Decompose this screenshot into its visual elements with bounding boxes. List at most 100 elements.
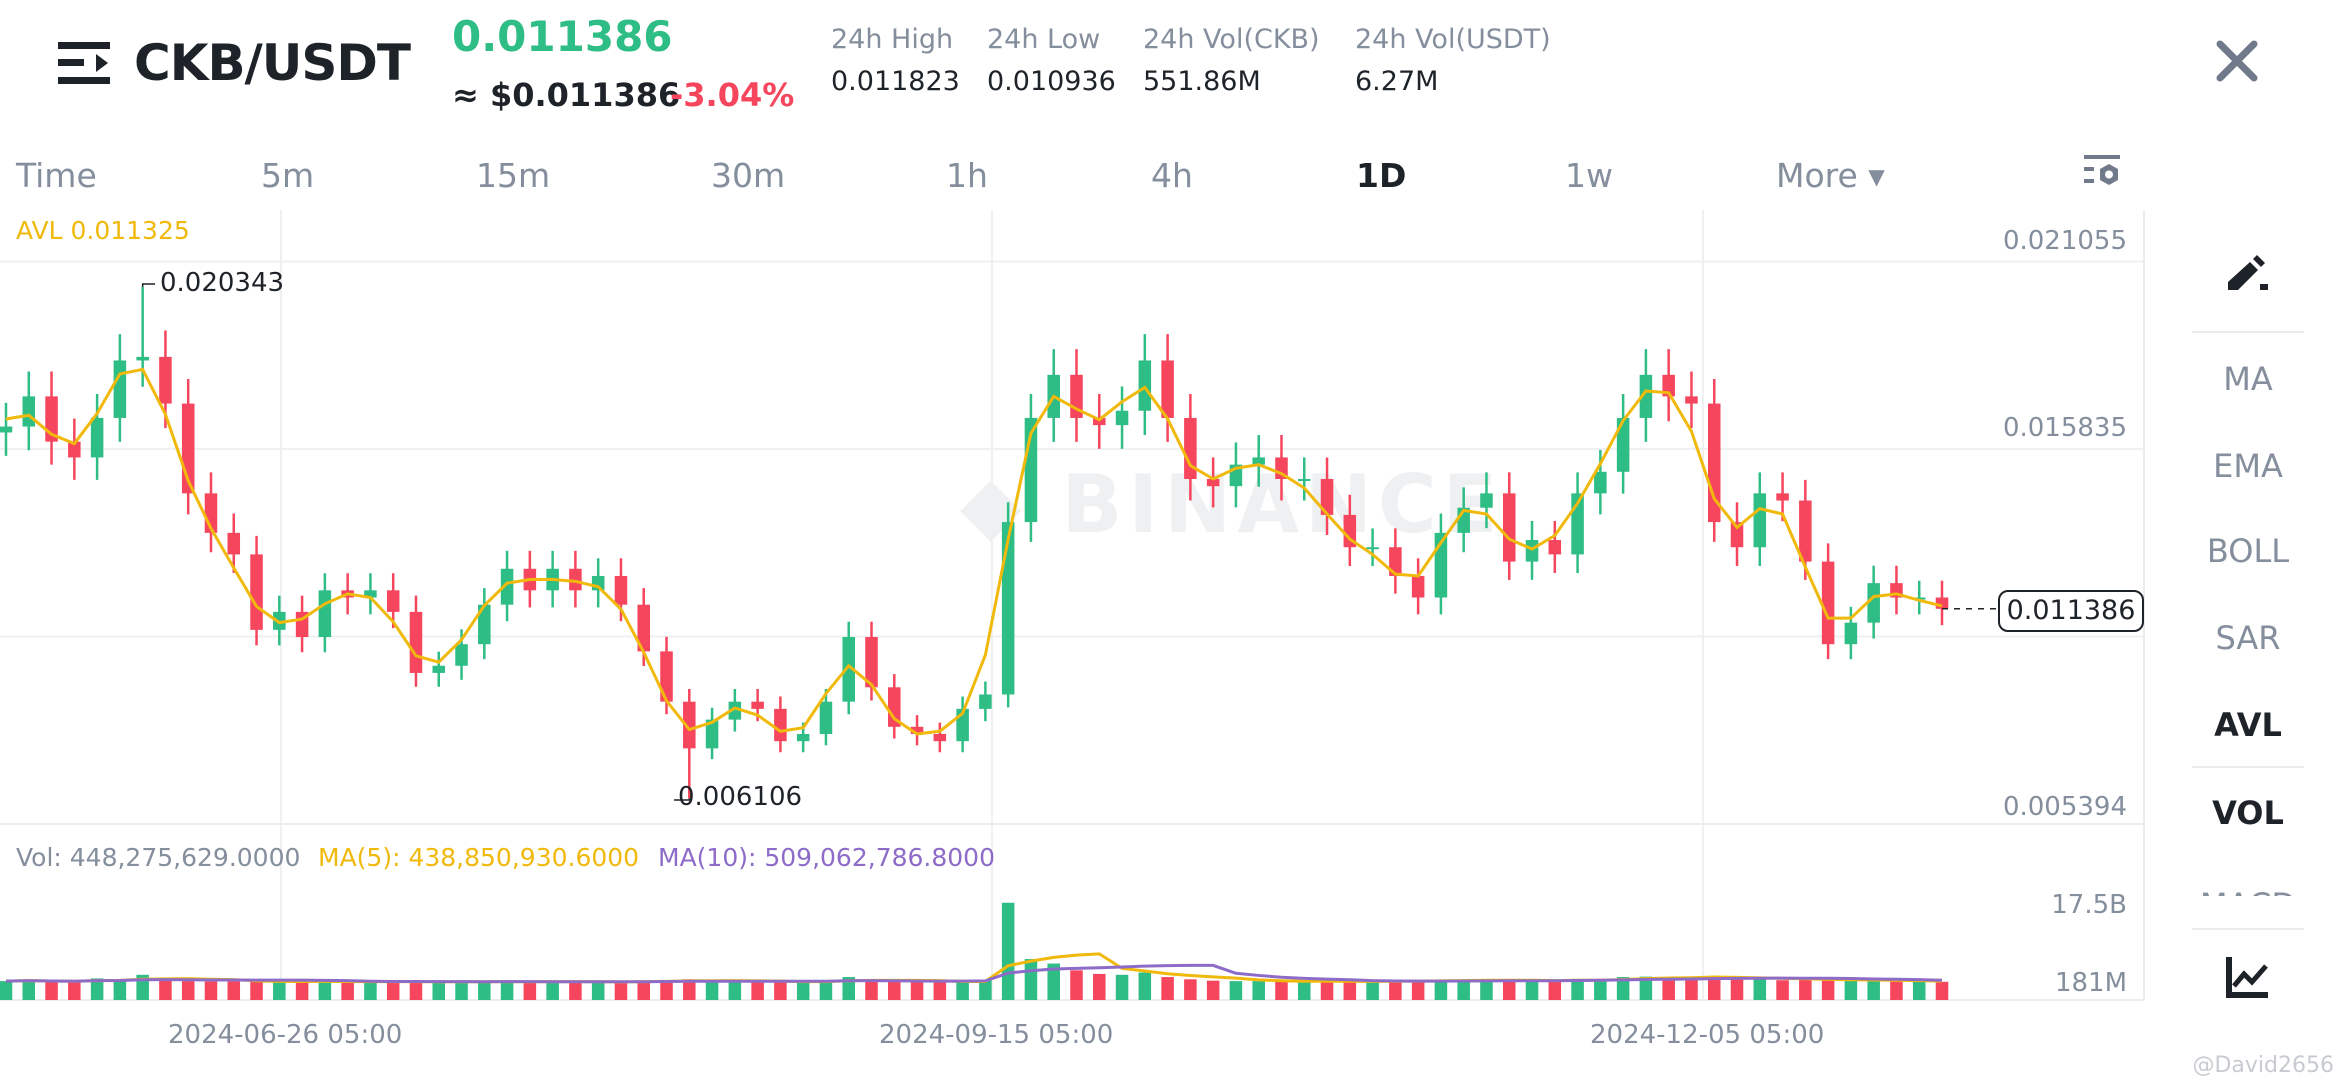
max-annotation-line <box>141 283 155 288</box>
candle-body <box>705 719 719 749</box>
close-icon[interactable] <box>2212 36 2262 86</box>
volume-bar <box>1275 981 1288 1000</box>
sidebar-item-avl[interactable]: AVL <box>2214 706 2282 744</box>
volume-bar <box>1366 981 1379 1000</box>
candle-body <box>1594 471 1607 494</box>
candle-body <box>318 590 332 638</box>
stat-label-high: 24h High <box>831 24 954 55</box>
volume-ma5-line <box>5 952 1943 984</box>
candle-body <box>1297 478 1311 481</box>
sidebar-item-ema[interactable]: EMA <box>2213 447 2283 485</box>
candle-body <box>1776 493 1789 501</box>
stat-label-vol-usdt: 24h Vol(USDT) <box>1355 24 1551 55</box>
volume-bar <box>683 979 696 1000</box>
sidebar-item-sar[interactable]: SAR <box>2215 619 2281 657</box>
sidebar-item-macd-clipped[interactable]: MACD <box>2192 886 2304 896</box>
volume-bar <box>1184 979 1197 1000</box>
candle-body <box>1115 410 1129 426</box>
volume-bar <box>1685 977 1698 1000</box>
candle-body <box>386 590 400 612</box>
y-tick-label: 0.005394 <box>2002 792 2127 822</box>
candle-body <box>1389 547 1402 576</box>
volume-bar <box>1320 981 1334 1000</box>
candle-body <box>888 687 901 727</box>
candle-body <box>227 532 241 555</box>
candle-body <box>1730 522 1744 548</box>
candle-body <box>1320 478 1334 515</box>
indicator-chart-icon[interactable] <box>2226 954 2270 998</box>
candle-body <box>68 441 81 458</box>
volume-bar <box>910 982 924 1000</box>
candle-body <box>728 701 742 720</box>
sidebar-item-macd[interactable]: MACD <box>2192 886 2304 896</box>
tab-4h[interactable]: 4h <box>1151 156 1193 195</box>
chart-settings-icon[interactable] <box>2082 152 2122 192</box>
usd-price: ≈ $0.011386 <box>452 76 681 114</box>
sidebar-item-boll[interactable]: BOLL <box>2206 532 2290 570</box>
volume-bar <box>1252 981 1265 1000</box>
candle-body <box>1502 493 1516 562</box>
stat-label-vol-ckb: 24h Vol(CKB) <box>1143 24 1320 55</box>
volume-bar <box>364 981 377 1000</box>
tab-5m[interactable]: 5m <box>261 156 315 195</box>
volume-bar <box>1639 976 1653 1000</box>
y-tick-label: 0.021055 <box>2002 226 2127 256</box>
tab-time[interactable]: Time <box>16 156 97 195</box>
volume-bar <box>0 981 13 1000</box>
candle-body <box>865 637 878 688</box>
candle-body <box>1093 417 1106 426</box>
volume-bar <box>637 981 651 1000</box>
candlestick-chart[interactable] <box>0 210 2145 1020</box>
volume-bar <box>1890 981 1903 1000</box>
tab-1h[interactable]: 1h <box>946 156 988 195</box>
draw-tool-icon[interactable] <box>2226 250 2270 294</box>
tab-1w[interactable]: 1w <box>1565 156 1613 195</box>
ma10-legend: MA(10): 509,062,786.8000 <box>658 843 995 872</box>
pair-title[interactable]: CKB/USDT <box>134 34 411 92</box>
volume-bar <box>1138 972 1152 1000</box>
volume-bar <box>614 982 628 1000</box>
volume-bar <box>1480 979 1493 1000</box>
volume-bar <box>318 981 332 1000</box>
volume-bar <box>1616 977 1630 1000</box>
menu-icon[interactable] <box>58 42 110 84</box>
volume-bar <box>1753 979 1767 1000</box>
candle-body <box>90 417 104 458</box>
candle-body <box>1525 540 1539 562</box>
volume-bar <box>660 980 673 1000</box>
volume-bar <box>113 979 127 1000</box>
tab-30m[interactable]: 30m <box>711 156 786 195</box>
sidebar-item-vol[interactable]: VOL <box>2212 794 2284 832</box>
volume-bar <box>1799 979 1812 1000</box>
candle-body <box>910 726 924 734</box>
sidebar-divider <box>2192 766 2304 768</box>
volume-legend: Vol: 448,275,629.0000 <box>16 843 301 872</box>
volume-bar <box>341 982 354 1000</box>
candle-body <box>1366 547 1379 550</box>
volume-bar <box>273 982 286 1000</box>
tab-1d[interactable]: 1D <box>1356 156 1407 195</box>
candle-body <box>1161 360 1174 418</box>
stat-value-high: 0.011823 <box>831 66 960 97</box>
candle-body <box>409 611 423 673</box>
volume-bar <box>1047 963 1060 1000</box>
stat-value-low: 0.010936 <box>987 66 1116 97</box>
tab-more[interactable]: More ▾ <box>1776 156 1885 195</box>
candle-body <box>1867 583 1880 623</box>
volume-bar <box>455 982 468 1000</box>
volume-bar <box>728 981 742 1000</box>
volume-bar <box>1912 981 1926 1000</box>
volume-bar <box>1935 981 1949 1000</box>
volume-bar <box>888 981 901 1000</box>
candle-body <box>1184 417 1197 479</box>
volume-bar <box>1070 970 1083 1000</box>
volume-bar <box>1297 981 1311 1000</box>
tab-15m[interactable]: 15m <box>476 156 551 195</box>
candle-body <box>774 708 787 742</box>
volume-bar <box>1389 980 1402 1000</box>
sidebar-item-ma[interactable]: MA <box>2223 360 2273 398</box>
candle-body <box>500 568 514 605</box>
y-tick-label: 0.015835 <box>2002 413 2127 443</box>
volume-bar <box>774 981 787 1000</box>
volume-bar <box>865 980 878 1000</box>
